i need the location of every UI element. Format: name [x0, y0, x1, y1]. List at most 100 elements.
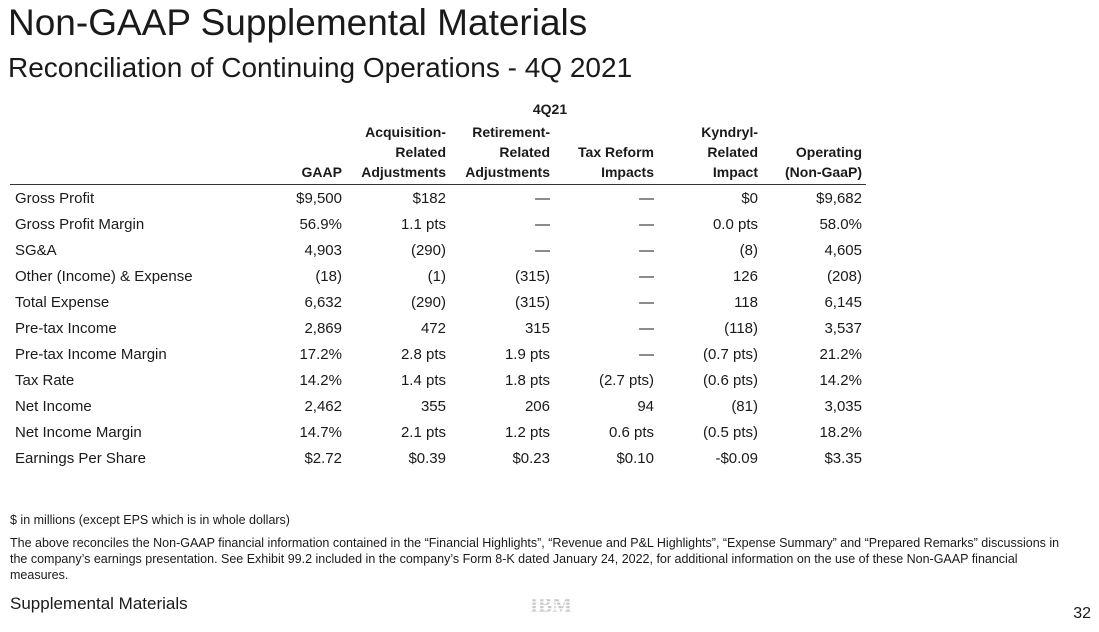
value-cell: 1.8 pts [504, 371, 550, 389]
value-cell: — [639, 267, 654, 285]
table-header-row: GAAP Acquisition- Related Adjustments Reti… [10, 122, 866, 185]
value-cell: 6,632 [304, 293, 342, 311]
row-label: Gross Profit [10, 184, 260, 211]
reconciliation-note: The above reconciles the Non-GAAP financ… [10, 536, 1060, 582]
value-cell: (315) [514, 293, 550, 311]
value-cell: (81) [731, 397, 758, 415]
value-cell: (290) [410, 293, 446, 311]
value-cell: (118) [724, 319, 758, 337]
value-cell: 14.2% [299, 371, 342, 389]
value-cell: 18.2% [819, 423, 862, 441]
value-cell: $9,500 [260, 184, 346, 211]
value-cell: $3.35 [824, 449, 862, 467]
value-cell: 56.9% [299, 215, 342, 233]
value-cell: (290) [410, 241, 446, 259]
row-label: Net Income Margin [15, 423, 142, 441]
row-label: Gross Profit Margin [15, 215, 145, 233]
row-label: Other (Income) & Expense [15, 267, 193, 285]
row-label: Net Income [15, 397, 92, 415]
header-label-cell [10, 122, 260, 185]
value-cell: $0.39 [408, 449, 446, 467]
row-label: Tax Rate [15, 371, 75, 389]
value-cell: 472 [420, 319, 446, 337]
value-cell: 1.1 pts [400, 215, 446, 233]
header-kyndryl: Kyndryl- Related Impact [658, 122, 762, 185]
value-cell: 4,605 [824, 241, 862, 259]
value-cell: 17.2% [299, 345, 342, 363]
page-number: 32 [1073, 605, 1091, 622]
table-row: Gross Profit Margin 56.9% 1.1 pts — — 0.0 pts… [10, 211, 866, 237]
value-cell: 355 [420, 397, 446, 415]
value-cell: 1.9 pts [504, 345, 550, 363]
table-row: Pre-tax Income Margin 17.2% 2.8 pts 1.9 pts… [10, 341, 866, 367]
row-label: Total Expense [15, 293, 110, 311]
value-cell: 1.2 pts [504, 423, 550, 441]
value-cell: (8) [739, 241, 758, 259]
value-cell: — [639, 241, 654, 259]
value-cell: $182 [346, 184, 450, 211]
reconciliation-table: GAAP Acquisition- Related Adjustments Reti… [10, 122, 866, 471]
page-subtitle: Reconciliation of Continuing Operations … [8, 52, 633, 83]
value-cell: -$0.09 [715, 449, 758, 467]
table-row: Earnings Per Share $2.72 $0.39 $0.23 $0.10 -$… [10, 445, 866, 471]
value-cell: — [535, 241, 550, 259]
value-cell: 94 [637, 397, 654, 415]
value-cell: — [535, 215, 550, 233]
row-label: Pre-tax Income [15, 319, 117, 337]
value-cell: 206 [524, 397, 550, 415]
value-cell: — [554, 184, 658, 211]
value-cell: (208) [826, 267, 862, 285]
value-cell: (2.7 pts) [598, 371, 654, 389]
footer-section-label: Supplemental Materials [10, 594, 188, 613]
value-cell: 3,537 [824, 319, 862, 337]
value-cell: $0.10 [616, 449, 654, 467]
header-acquisition: Acquisition- Related Adjustments [346, 122, 450, 185]
value-cell: $9,682 [762, 184, 866, 211]
value-cell: $2.72 [304, 449, 342, 467]
value-cell: 58.0% [819, 215, 862, 233]
value-cell: 0.6 pts [608, 423, 654, 441]
header-gaap: GAAP [260, 122, 346, 185]
value-cell: 0.0 pts [712, 215, 758, 233]
ibm-logo: IBM [522, 594, 580, 616]
table-row: Gross Profit $9,500 $182— — $0 $9,682 [10, 184, 866, 211]
table-row: Net Income Margin 14.7% 2.1 pts 1.2 pts 0.6 … [10, 419, 866, 445]
value-cell: (1) [427, 267, 446, 285]
value-cell: $0.23 [512, 449, 550, 467]
row-label: Pre-tax Income Margin [15, 345, 167, 363]
value-cell: 126 [732, 267, 758, 285]
table-row: Net Income 2,462 355 206 94 (81) 3,035 [10, 393, 866, 419]
value-cell: $0 [658, 184, 762, 211]
table-body: Gross Profit $9,500 $182— — $0 $9,682 Gross Pr… [10, 184, 866, 472]
value-cell: 2.8 pts [400, 345, 446, 363]
value-cell: 2,869 [304, 319, 342, 337]
value-cell: — [639, 215, 654, 233]
value-cell: 2.1 pts [400, 423, 446, 441]
table-row: Other (Income) & Expense (18) (1) (315) — 126… [10, 263, 866, 289]
value-cell: 2,462 [304, 397, 342, 415]
value-cell: (0.6 pts) [702, 371, 758, 389]
row-label: Earnings Per Share [15, 449, 146, 467]
value-cell: 21.2% [819, 345, 862, 363]
value-cell: 14.7% [299, 423, 342, 441]
footnotes: $ in millions (except EPS which is in wh… [10, 512, 1070, 583]
value-cell: — [450, 184, 554, 211]
value-cell: 3,035 [824, 397, 862, 415]
value-cell: — [639, 345, 654, 363]
header-operating: Operating (Non-GaaP) [762, 122, 866, 185]
table-row: Total Expense 6,632 (290) (315) — 118 6,145 [10, 289, 866, 315]
value-cell: 14.2% [819, 371, 862, 389]
value-cell: 315 [524, 319, 550, 337]
row-label: SG&A [15, 241, 57, 259]
table-row: SG&A 4,903 (290) — — (8) 4,605 [10, 237, 866, 263]
page-title: Non-GAAP Supplemental Materials [8, 2, 588, 43]
value-cell: (0.7 pts) [702, 345, 758, 363]
value-cell: 118 [734, 293, 758, 311]
value-cell: (0.5 pts) [702, 423, 758, 441]
value-cell: 1.4 pts [400, 371, 446, 389]
value-cell: — [639, 319, 654, 337]
value-cell: (18) [315, 267, 342, 285]
units-note: $ in millions (except EPS which is in wh… [10, 513, 290, 527]
table-row: Tax Rate 14.2% 1.4 pts 1.8 pts (2.7 pts) (0.6… [10, 367, 866, 393]
header-tax-reform: Tax Reform Impacts [554, 122, 658, 185]
